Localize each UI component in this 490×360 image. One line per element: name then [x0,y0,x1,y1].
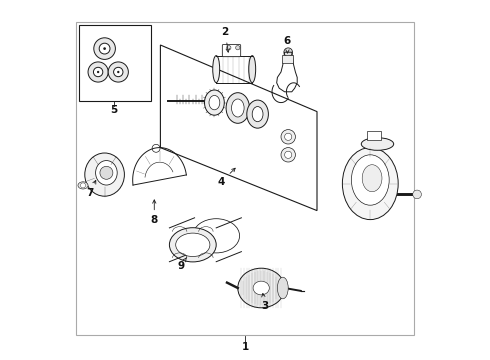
Text: 6: 6 [284,36,291,53]
Ellipse shape [253,281,270,295]
Ellipse shape [193,219,240,253]
Circle shape [88,62,108,82]
Circle shape [281,148,295,162]
Ellipse shape [343,148,398,220]
Bar [76,22,414,335]
Circle shape [285,151,292,158]
Circle shape [413,190,421,199]
Circle shape [80,183,86,188]
Text: 5: 5 [110,105,117,115]
Circle shape [227,45,231,50]
Ellipse shape [277,277,288,299]
Ellipse shape [78,182,88,189]
Ellipse shape [204,90,224,115]
Ellipse shape [362,165,382,192]
Circle shape [236,45,240,50]
Text: 4: 4 [218,168,235,187]
Ellipse shape [226,93,249,123]
Ellipse shape [247,100,269,128]
Circle shape [94,67,103,77]
Text: 7: 7 [86,180,96,198]
Bar [367,131,381,140]
Ellipse shape [238,268,285,308]
Ellipse shape [252,107,263,122]
Ellipse shape [361,138,393,150]
Circle shape [100,166,113,179]
Circle shape [284,48,293,57]
Text: 9: 9 [177,258,186,271]
Polygon shape [160,45,317,211]
Ellipse shape [231,99,244,117]
FancyBboxPatch shape [222,44,241,57]
Circle shape [114,67,123,77]
Ellipse shape [176,233,210,256]
Circle shape [103,47,106,50]
Circle shape [285,133,292,140]
Ellipse shape [213,55,220,83]
Text: 8: 8 [150,200,158,225]
Circle shape [117,71,120,73]
Bar [79,25,151,101]
Circle shape [94,38,116,59]
Circle shape [281,130,295,144]
Circle shape [97,71,99,73]
Ellipse shape [209,95,220,110]
Ellipse shape [351,155,389,205]
Ellipse shape [249,55,256,83]
Text: 2: 2 [221,27,229,52]
Ellipse shape [85,153,124,196]
Circle shape [108,62,128,82]
Text: 3: 3 [261,293,269,311]
Ellipse shape [96,161,117,185]
Ellipse shape [170,228,216,262]
Circle shape [99,43,110,54]
Bar [282,55,293,63]
Text: 1: 1 [242,342,248,352]
